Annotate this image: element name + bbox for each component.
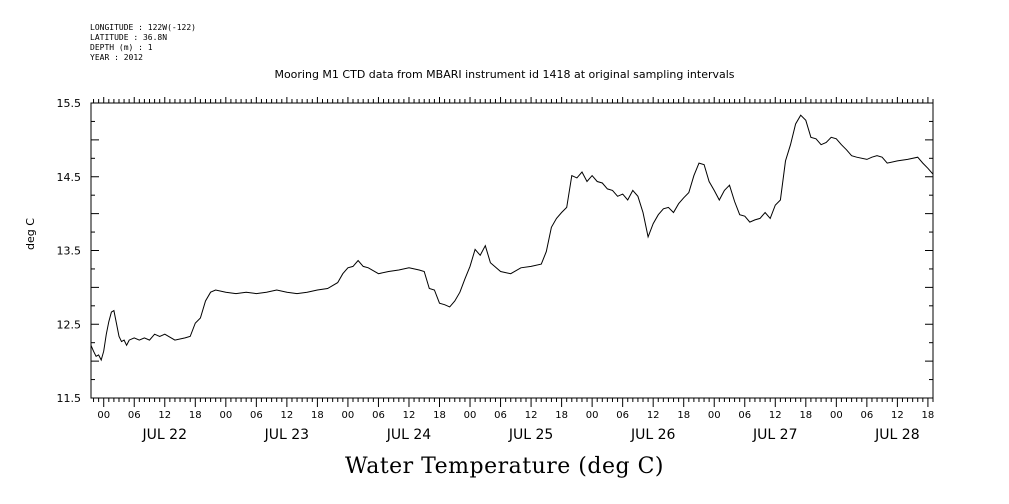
x-hour-label: 12 [769, 410, 782, 421]
x-hour-label: 18 [677, 410, 690, 421]
y-tick-label: 11.5 [57, 392, 82, 405]
x-hour-label: 12 [158, 410, 171, 421]
x-hour-label: 18 [433, 410, 446, 421]
x-hour-label: 00 [586, 410, 599, 421]
x-day-label: JUL 27 [752, 427, 797, 443]
x-hour-label: 00 [219, 410, 232, 421]
x-hour-label: 18 [311, 410, 324, 421]
series-line-temperature [90, 114, 934, 362]
y-tick-label: 13.5 [57, 245, 82, 258]
x-day-label: JUL 28 [874, 427, 919, 443]
x-hour-label: 06 [494, 410, 507, 421]
x-hour-label: 06 [738, 410, 751, 421]
x-hour-label: 06 [128, 410, 141, 421]
x-hour-label: 00 [708, 410, 721, 421]
longitude-text: LONGITUDE : 122W(-122) [90, 23, 196, 32]
bottom-title: Water Temperature (deg C) [345, 454, 664, 479]
depth-text: DEPTH (m) : 1 [90, 43, 153, 52]
x-hour-label: 06 [372, 410, 385, 421]
x-hour-label: 06 [250, 410, 263, 421]
metadata-block: LONGITUDE : 122W(-122) LATITUDE : 36.8N … [90, 23, 196, 63]
chart-title: Mooring M1 CTD data from MBARI instrumen… [274, 68, 735, 81]
x-hour-label: 00 [830, 410, 843, 421]
x-day-label: JUL 23 [264, 427, 309, 443]
year-text: YEAR : 2012 [90, 53, 143, 62]
x-day-label: JUL 22 [142, 427, 187, 443]
x-hour-label: 00 [97, 410, 110, 421]
x-hour-label: 18 [189, 410, 202, 421]
x-day-label: JUL 24 [386, 427, 432, 443]
x-hour-label: 18 [799, 410, 812, 421]
y-tick-label: 12.5 [57, 318, 82, 331]
plot-frame [90, 102, 934, 399]
x-hour-label: 18 [555, 410, 568, 421]
x-hour-label: 12 [647, 410, 660, 421]
x-day-label: JUL 25 [508, 427, 553, 443]
x-hour-label: 18 [922, 410, 935, 421]
x-hour-label: 00 [464, 410, 477, 421]
x-hour-label: 06 [860, 410, 873, 421]
x-hour-label: 12 [403, 410, 416, 421]
x-hour-label: 06 [616, 410, 629, 421]
y-tick-label: 14.5 [57, 171, 82, 184]
latitude-text: LATITUDE : 36.8N [90, 33, 168, 42]
x-hour-label: 12 [525, 410, 538, 421]
x-hour-label: 12 [281, 410, 294, 421]
y-tick-label: 15.5 [57, 97, 82, 110]
x-hour-label: 12 [891, 410, 904, 421]
x-day-label: JUL 26 [630, 427, 676, 443]
x-hour-label: 00 [342, 410, 355, 421]
